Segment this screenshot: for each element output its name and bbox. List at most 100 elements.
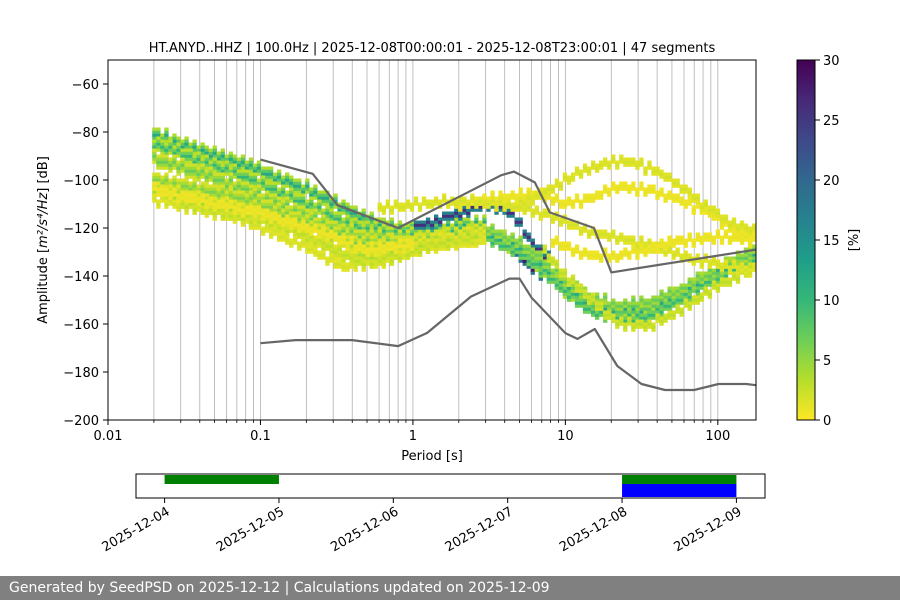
psd-cell bbox=[401, 238, 407, 242]
psd-cell bbox=[538, 214, 543, 218]
psd-cell bbox=[550, 277, 556, 281]
psd-cell bbox=[739, 265, 745, 269]
psd-cell bbox=[321, 235, 326, 239]
psd-cell bbox=[192, 169, 197, 173]
psd-cell bbox=[168, 151, 173, 155]
psd-cell bbox=[731, 223, 737, 227]
psd-cell bbox=[317, 220, 322, 224]
psd-cell bbox=[655, 301, 660, 305]
psd-cell bbox=[264, 202, 270, 206]
psd-cell bbox=[554, 268, 560, 272]
psd-cell bbox=[216, 208, 221, 212]
psd-cell bbox=[413, 226, 419, 230]
psd-cell bbox=[156, 172, 161, 176]
psd-cell bbox=[160, 148, 165, 152]
psd-cell bbox=[333, 244, 338, 248]
psd-cell bbox=[707, 214, 713, 218]
psd-cell bbox=[494, 211, 499, 215]
psd-cell bbox=[301, 223, 306, 227]
psd-cell bbox=[458, 217, 463, 221]
psd-cell bbox=[272, 202, 278, 206]
psd-cell bbox=[558, 247, 564, 251]
psd-cell bbox=[417, 208, 423, 212]
psd-cell bbox=[462, 217, 467, 221]
psd-cell bbox=[562, 202, 568, 206]
psd-cell bbox=[337, 214, 342, 218]
psd-cell bbox=[651, 313, 656, 317]
psd-cell bbox=[643, 244, 648, 248]
psd-cell bbox=[707, 262, 713, 266]
psd-cell bbox=[679, 199, 684, 203]
psd-cell bbox=[228, 184, 234, 188]
psd-cell bbox=[301, 235, 306, 239]
psd-cell bbox=[611, 160, 616, 164]
psd-cell bbox=[373, 253, 378, 257]
psd-cell bbox=[643, 319, 648, 323]
psd-cell bbox=[703, 283, 708, 287]
psd-cell bbox=[574, 280, 580, 284]
psd-cell bbox=[691, 277, 696, 281]
psd-cell bbox=[156, 148, 161, 152]
psd-cell bbox=[317, 208, 322, 212]
psd-cell bbox=[751, 253, 756, 257]
psd-cell bbox=[751, 235, 756, 239]
psd-cell bbox=[329, 253, 334, 257]
psd-cell bbox=[586, 169, 592, 173]
psd-cell bbox=[438, 220, 443, 224]
psd-cell bbox=[675, 199, 680, 203]
psd-cell bbox=[747, 226, 753, 230]
psd-cell bbox=[550, 202, 556, 206]
psd-cell bbox=[204, 172, 209, 176]
psd-cell bbox=[590, 229, 596, 233]
psd-cell bbox=[365, 256, 370, 260]
psd-cell bbox=[405, 205, 411, 209]
psd-cell bbox=[268, 172, 274, 176]
psd-cell bbox=[305, 211, 310, 215]
timeline-ticks: 2025-12-04 2025-12-05 2025-12-06 2025-12-07… bbox=[100, 498, 744, 555]
psd-cell bbox=[574, 244, 580, 248]
psd-cell bbox=[289, 220, 294, 224]
psd-cell bbox=[518, 202, 523, 206]
psd-cell bbox=[558, 187, 564, 191]
psd-cell bbox=[264, 178, 270, 182]
psd-cell bbox=[309, 205, 314, 209]
psd-cell bbox=[248, 193, 254, 197]
psd-cell bbox=[675, 298, 680, 302]
psd-cell bbox=[627, 310, 632, 314]
psd-cell bbox=[305, 184, 310, 188]
psd-cell bbox=[562, 274, 568, 278]
psd-cell bbox=[317, 244, 322, 248]
psd-cell bbox=[361, 256, 366, 260]
psd-cell bbox=[538, 250, 543, 254]
psd-cell bbox=[635, 322, 640, 326]
psd-cell bbox=[667, 178, 672, 182]
psd-cell bbox=[417, 202, 423, 206]
psd-cell bbox=[252, 163, 258, 167]
psd-cell bbox=[619, 322, 624, 326]
psd-cell bbox=[586, 232, 592, 236]
psd-cell bbox=[252, 208, 258, 212]
psd-cell bbox=[643, 313, 648, 317]
psd-cell bbox=[184, 151, 189, 155]
psd-cell bbox=[200, 142, 205, 146]
psd-cell bbox=[305, 205, 310, 209]
psd-cell bbox=[216, 172, 221, 176]
psd-cell bbox=[373, 226, 378, 230]
psd-cell bbox=[361, 268, 366, 272]
psd-cell bbox=[268, 226, 274, 230]
psd-cell bbox=[506, 250, 511, 254]
psd-cell bbox=[651, 310, 656, 314]
psd-cell bbox=[731, 259, 737, 263]
psd-cell bbox=[433, 199, 439, 203]
psd-cell bbox=[566, 283, 572, 287]
psd-cell bbox=[538, 187, 543, 191]
psd-cell bbox=[397, 241, 403, 245]
psd-cell bbox=[264, 190, 270, 194]
psd-cell bbox=[498, 196, 503, 200]
psd-cell bbox=[647, 319, 652, 323]
psd-cell bbox=[397, 220, 403, 224]
psd-cell bbox=[663, 298, 668, 302]
psd-cell bbox=[180, 196, 185, 200]
psd-cell bbox=[281, 232, 286, 236]
psd-cell bbox=[196, 154, 201, 158]
